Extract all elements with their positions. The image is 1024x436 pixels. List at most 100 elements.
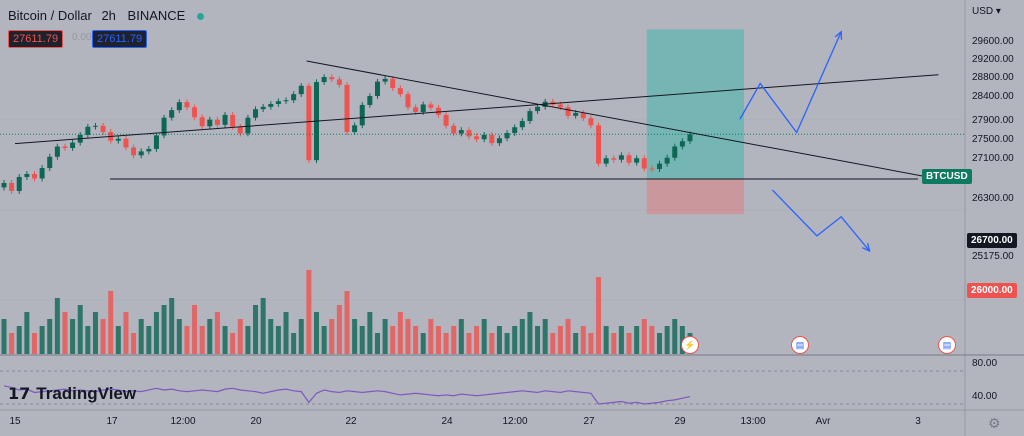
- volume-bar: [596, 277, 602, 354]
- volume-bar: [260, 298, 266, 354]
- volume-bar: [1, 319, 7, 354]
- volume-bar: [222, 326, 228, 354]
- symbol-header[interactable]: Bitcoin / Dollar 2h BINANCE: [8, 8, 204, 23]
- volume-bar: [344, 291, 350, 354]
- volume-bar: [672, 319, 678, 354]
- candle: [557, 104, 563, 108]
- currency-selector[interactable]: USD ▾: [972, 6, 1001, 17]
- volume-bar: [641, 319, 647, 354]
- candle: [176, 102, 182, 111]
- candle: [413, 107, 419, 113]
- candle: [466, 130, 472, 137]
- volume-bar: [123, 312, 129, 354]
- candle: [527, 111, 533, 122]
- volume-bar: [496, 326, 502, 354]
- symbol-title: Bitcoin / Dollar: [8, 8, 92, 23]
- time-tick-label: 20: [250, 416, 262, 427]
- candle: [535, 106, 541, 112]
- stop-price-tag: 26000.00: [967, 283, 1017, 298]
- tradingview-logo[interactable]: 𝟭𝟳 TradingView: [8, 384, 136, 404]
- currency-label: USD: [972, 6, 994, 17]
- volume-bar: [115, 326, 121, 354]
- candle: [664, 157, 670, 164]
- candle: [588, 118, 594, 126]
- sell-price-button[interactable]: 27611.79: [8, 30, 64, 48]
- candle: [230, 114, 236, 127]
- candle: [222, 114, 228, 125]
- event-us-flag-icon[interactable]: ▤: [791, 336, 809, 354]
- volume-bar: [527, 312, 533, 354]
- volume-bar: [405, 319, 411, 354]
- volume-bar: [435, 326, 441, 354]
- volume-bar: [618, 326, 624, 354]
- rsi-lower-label: 40.00: [972, 391, 998, 402]
- candle: [268, 104, 274, 107]
- candle: [474, 136, 480, 140]
- volume-bar: [519, 319, 525, 354]
- volume-bar: [192, 305, 198, 354]
- price-tick-label: 27900.00: [972, 114, 1014, 126]
- volume-bar: [352, 319, 358, 354]
- volume-bar: [390, 326, 396, 354]
- candle: [16, 176, 22, 191]
- time-tick-label: 15: [9, 416, 21, 427]
- volume-bar: [664, 326, 670, 354]
- volume-bar: [588, 333, 594, 354]
- trendline: [306, 60, 939, 180]
- trendline: [14, 74, 939, 145]
- volume-bar: [321, 326, 327, 354]
- candle: [85, 126, 91, 135]
- candle: [428, 104, 434, 108]
- spread-value: 0.00: [72, 32, 92, 43]
- event-us-flag-icon[interactable]: ▤: [938, 336, 956, 354]
- volume-bar: [397, 312, 403, 354]
- candle: [92, 125, 98, 127]
- volume-bar: [306, 270, 312, 354]
- interval-label: 2h: [101, 8, 116, 23]
- candle: [618, 155, 624, 160]
- time-tick-label: 27: [583, 416, 595, 427]
- event-lightning-icon[interactable]: ⚡: [681, 336, 699, 354]
- candle: [207, 119, 213, 127]
- volume-bar: [283, 312, 289, 354]
- candle: [199, 117, 205, 127]
- candle: [253, 109, 259, 118]
- gear-icon[interactable]: ⚙: [988, 415, 1001, 431]
- time-tick-label: 17: [106, 416, 118, 427]
- candle: [573, 112, 579, 116]
- market-status-icon: [196, 13, 204, 21]
- candle: [70, 142, 76, 148]
- projection-path: [771, 189, 871, 252]
- time-tick-label: 12:00: [170, 416, 196, 427]
- candle: [397, 88, 403, 95]
- volume-bar: [230, 333, 236, 354]
- logo-text: TradingView: [36, 384, 137, 403]
- buy-price-button[interactable]: 27611.79: [92, 30, 148, 48]
- volume-bar: [54, 298, 60, 354]
- candle: [382, 78, 388, 82]
- rsi-upper-label: 80.00: [972, 358, 998, 369]
- candle: [24, 173, 30, 177]
- candle: [1, 182, 7, 188]
- volume-bar: [62, 312, 68, 354]
- price-tick-label: 27500.00: [972, 133, 1014, 145]
- candle: [237, 126, 243, 134]
- volume-bar: [214, 312, 220, 354]
- candle: [31, 173, 37, 179]
- rsi-line: [3, 385, 691, 405]
- volume-bar: [47, 319, 53, 354]
- candle: [451, 125, 457, 134]
- volume-bar: [603, 326, 609, 354]
- price-tick-label: 29200.00: [972, 54, 1014, 66]
- time-tick-label: 24: [441, 416, 453, 427]
- candle: [657, 163, 663, 170]
- price-tick-label: 25175.00: [972, 251, 1014, 263]
- candle: [420, 104, 426, 113]
- candle: [596, 125, 602, 164]
- volume-bar: [420, 333, 426, 354]
- volume-bar: [374, 333, 380, 354]
- time-tick-label: 3: [915, 416, 921, 427]
- candle: [245, 117, 251, 134]
- volume-bar: [100, 319, 106, 354]
- candle: [54, 146, 60, 157]
